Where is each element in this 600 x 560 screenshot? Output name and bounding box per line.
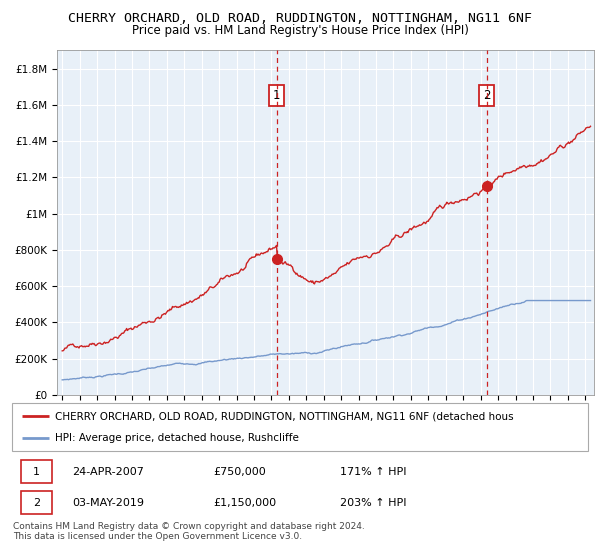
- Text: HPI: Average price, detached house, Rushcliffe: HPI: Average price, detached house, Rush…: [55, 433, 299, 443]
- Text: 2: 2: [483, 89, 490, 102]
- Text: 24-APR-2007: 24-APR-2007: [73, 466, 145, 477]
- Text: CHERRY ORCHARD, OLD ROAD, RUDDINGTON, NOTTINGHAM, NG11 6NF: CHERRY ORCHARD, OLD ROAD, RUDDINGTON, NO…: [68, 12, 532, 25]
- FancyBboxPatch shape: [20, 460, 52, 483]
- FancyBboxPatch shape: [20, 491, 52, 514]
- Text: Contains HM Land Registry data © Crown copyright and database right 2024.
This d: Contains HM Land Registry data © Crown c…: [13, 522, 365, 542]
- Text: 03-MAY-2019: 03-MAY-2019: [73, 497, 145, 507]
- Text: £750,000: £750,000: [214, 466, 266, 477]
- Text: 2: 2: [33, 497, 40, 507]
- Text: 1: 1: [33, 466, 40, 477]
- Text: CHERRY ORCHARD, OLD ROAD, RUDDINGTON, NOTTINGHAM, NG11 6NF (detached hous: CHERRY ORCHARD, OLD ROAD, RUDDINGTON, NO…: [55, 411, 514, 421]
- FancyBboxPatch shape: [12, 403, 588, 451]
- Text: £1,150,000: £1,150,000: [214, 497, 277, 507]
- Text: 1: 1: [273, 89, 280, 102]
- Text: Price paid vs. HM Land Registry's House Price Index (HPI): Price paid vs. HM Land Registry's House …: [131, 24, 469, 36]
- Text: 203% ↑ HPI: 203% ↑ HPI: [340, 497, 407, 507]
- Text: 171% ↑ HPI: 171% ↑ HPI: [340, 466, 407, 477]
